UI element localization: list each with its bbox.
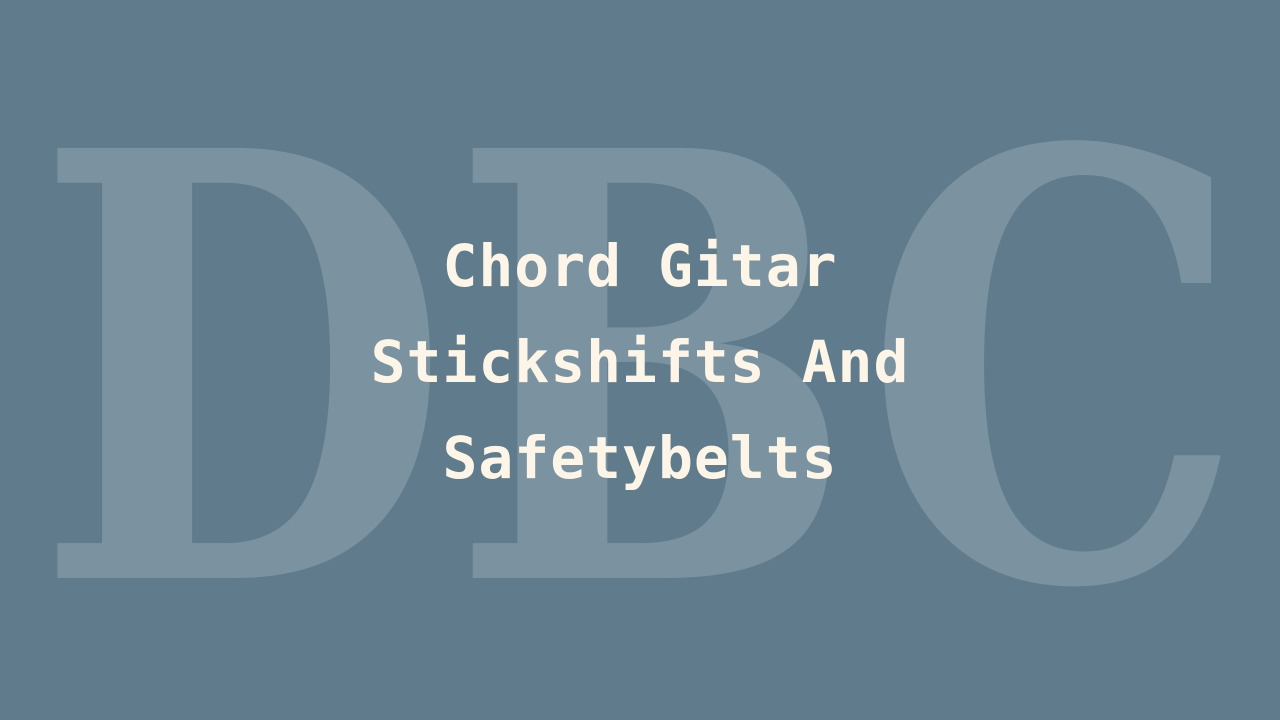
- page-title: Chord Gitar Stickshifts And Safetybelts: [0, 218, 1280, 506]
- title-line-1: Chord Gitar: [442, 232, 838, 300]
- title-line-2: Stickshifts And: [370, 328, 910, 396]
- title-line-3: Safetybelts: [442, 424, 838, 492]
